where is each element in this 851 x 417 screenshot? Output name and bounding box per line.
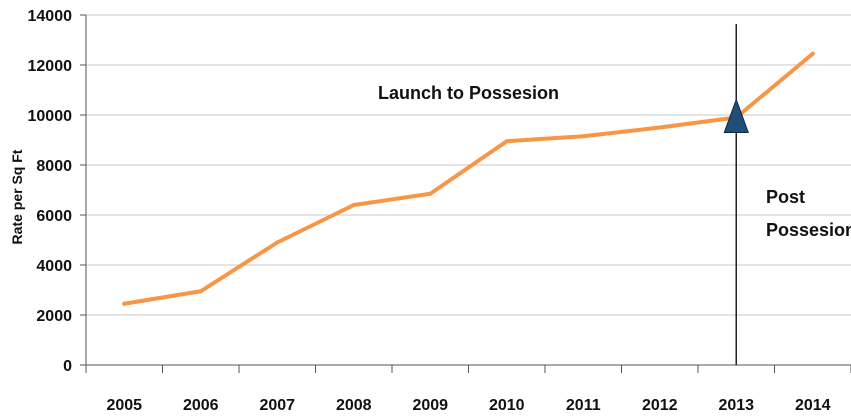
x-tick-label-2005: 2005 [106, 397, 142, 414]
launch-annotation: Launch to Possesion [378, 83, 559, 103]
x-tick-label-2011: 2011 [566, 397, 601, 414]
y-tick-label-2000: 2000 [36, 308, 72, 325]
post-annotation-line2: Possesion [766, 220, 851, 240]
gridlines [80, 14, 851, 366]
x-tick-label-2008: 2008 [336, 397, 372, 414]
data-point-2007 [275, 240, 280, 245]
y-axis-label: Rate per Sq Ft [9, 149, 25, 244]
data-point-2005 [122, 301, 127, 306]
possession-triangle-marker [723, 98, 749, 133]
data-point-2009 [428, 191, 433, 196]
x-tick-label-2013: 2013 [718, 397, 754, 414]
data-point-2014 [810, 51, 815, 56]
y-tick-label-12000: 12000 [28, 58, 73, 75]
x-tick-label-2010: 2010 [489, 397, 525, 414]
y-tick-label-8000: 8000 [36, 158, 72, 175]
data-point-2010 [504, 139, 509, 144]
x-tick-label-2012: 2012 [642, 397, 678, 414]
y-tick-label-6000: 6000 [36, 208, 72, 225]
y-tick-labels: 0 2000 4000 6000 8000 10000 12000 14000 [28, 8, 73, 375]
y-tick-label-0: 0 [63, 358, 72, 375]
series-group [122, 51, 815, 306]
annotations: Launch to Possesion Post Possesion [378, 24, 851, 365]
axes [85, 15, 851, 373]
data-point-2011 [581, 134, 586, 139]
post-annotation-line1: Post [766, 187, 805, 207]
x-tick-label-2006: 2006 [183, 397, 219, 414]
data-point-2012 [657, 125, 662, 130]
y-tick-label-4000: 4000 [36, 258, 72, 275]
data-point-2008 [351, 203, 356, 207]
x-tick-labels: 2005 2006 2007 2008 2009 2010 2011 2012 2013 2014 [106, 397, 830, 414]
series-line-0 [122, 51, 815, 306]
y-tick-label-14000: 14000 [28, 8, 73, 25]
y-tick-label-10000: 10000 [28, 108, 73, 125]
x-tick-label-2009: 2009 [412, 397, 448, 414]
data-point-2006 [198, 289, 203, 294]
x-tick-label-2014: 2014 [795, 397, 831, 414]
x-tick-label-2007: 2007 [259, 397, 295, 414]
